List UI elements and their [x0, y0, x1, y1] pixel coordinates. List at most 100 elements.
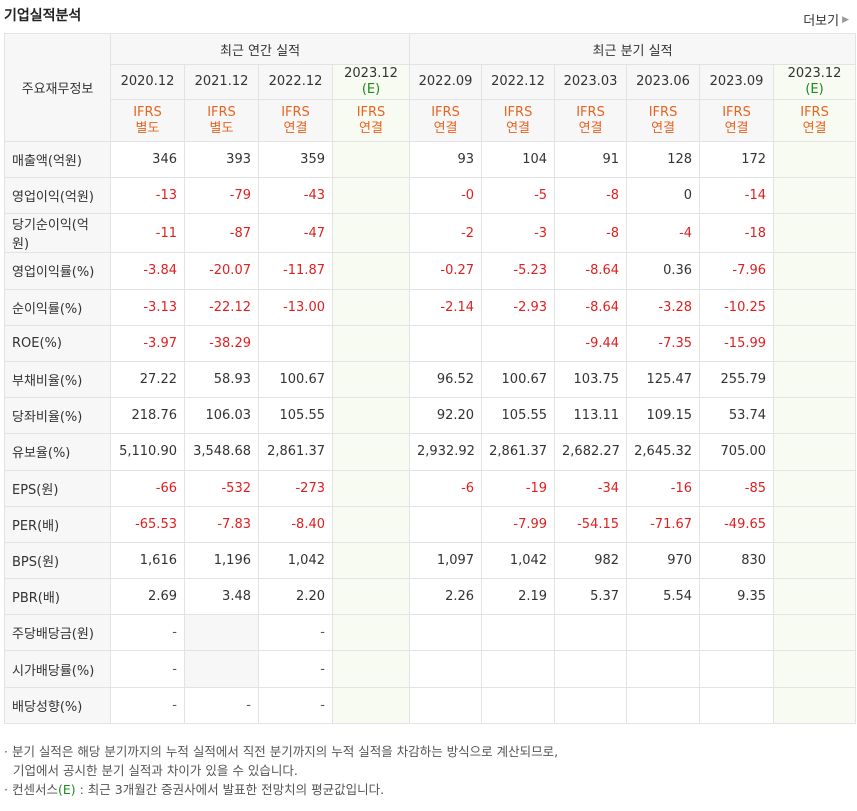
table-cell: 2.20: [258, 578, 333, 616]
note-2: 기업에서 공시한 분기 실적과 차이가 있을 수 있습니다.: [13, 763, 298, 778]
table-cell: 1,616: [110, 541, 185, 580]
table-cell: [331, 397, 411, 435]
table-cell: [331, 686, 411, 724]
basis-label: 별도: [209, 120, 234, 136]
table-row: ROE(%) -3.97 -38.29 -9.44 -7.35 -15.99: [4, 324, 857, 362]
row-label: 부채비율(%): [4, 360, 111, 399]
table-row: 영업이익률(%) -3.84 -20.07 -11.87 -0.27 -5.23 -8.64…: [4, 252, 857, 290]
basis-label: 연결: [283, 120, 308, 136]
table-cell: -49.65: [699, 505, 775, 543]
table-cell: 91: [554, 140, 628, 179]
table-cell: 106.03: [184, 397, 259, 435]
table-cell: [409, 324, 483, 362]
table-cell: 5.54: [626, 578, 701, 616]
table-cell: -3.84: [110, 252, 185, 290]
table-cell: [554, 686, 628, 724]
more-link[interactable]: 더보기 ▶: [803, 10, 849, 29]
table-cell: [331, 469, 411, 507]
table-cell: -: [258, 686, 333, 724]
period-label: 2022.09: [418, 74, 473, 89]
table-row: 순이익률(%) -3.13 -22.12 -13.00 -2.14 -2.93 -8.64-…: [4, 288, 857, 326]
ifrs-label: IFRS: [800, 104, 829, 120]
table-cell: [626, 614, 701, 652]
table-cell: [409, 614, 483, 652]
table-cell: [773, 397, 857, 435]
period-label: 2020.12: [120, 74, 175, 89]
table-cell: 103.75: [554, 360, 628, 399]
table-cell: [699, 614, 775, 652]
table-cell: 105.55: [481, 397, 556, 435]
ifrs-label: IFRS: [356, 104, 386, 120]
table-cell: -34: [554, 469, 628, 507]
table-cell: 255.79: [699, 360, 775, 399]
period-header: 2022.12: [481, 64, 556, 100]
table-cell: 2,645.32: [626, 433, 701, 471]
table-row: 영업이익(억원) -13 -79 -43 -0 -5 -8 0 -14: [4, 177, 857, 215]
accounting-basis: IFRS 연결: [409, 99, 483, 142]
accounting-basis: IFRS 연결: [699, 99, 775, 142]
note-3: · 컨센서스(E) : 최근 3개월간 증권사에서 발표한 전망치의 평균값입니…: [4, 782, 385, 797]
table-cell: 359: [258, 140, 333, 179]
table-cell: [331, 177, 411, 215]
period-label: 2021.12: [194, 74, 249, 89]
table-cell: 93: [409, 140, 483, 179]
table-cell: 2.26: [409, 578, 483, 616]
table-cell: 3.48: [184, 578, 259, 616]
more-label: 더보기: [803, 14, 840, 29]
quarter-header: 최근 분기 실적: [409, 33, 857, 65]
table-row: 유보율(%) 5,110.90 3,548.68 2,861.37 2,932.92 2,…: [4, 433, 857, 471]
table-cell: [184, 614, 259, 652]
table-row: PBR(배) 2.69 3.48 2.20 2.26 2.19 5.37 5.54 9.35: [4, 578, 857, 616]
period-header: 2022.12: [258, 64, 333, 100]
basis-label: 연결: [578, 120, 603, 136]
accounting-basis: IFRS 별도: [184, 99, 259, 142]
basis-label: 연결: [802, 120, 827, 136]
table-cell: -85: [699, 469, 775, 507]
table-cell: [773, 177, 857, 215]
notes: · 분기 실적은 해당 분기까지의 누적 실적에서 직전 분기까지의 누적 실적…: [4, 742, 558, 799]
table-cell: [773, 578, 857, 616]
accounting-basis: IFRS 연결: [773, 99, 857, 142]
table-cell: [409, 505, 483, 543]
table-cell: -38.29: [184, 324, 259, 362]
estimate-label: (E): [805, 82, 824, 97]
table-cell: [331, 614, 411, 652]
table-cell: [331, 140, 411, 179]
period-header: 2022.09: [409, 64, 483, 100]
basis-label: 연결: [506, 120, 530, 136]
table-cell: -18: [699, 213, 775, 254]
table-cell: -11: [110, 213, 185, 254]
table-cell: -8.40: [258, 505, 333, 543]
table-cell: -9.44: [554, 324, 628, 362]
basis-label: 연결: [359, 120, 383, 136]
table-cell: -: [110, 686, 185, 724]
table-cell: -5.23: [481, 252, 556, 290]
table-cell: -6: [409, 469, 483, 507]
period-header: 2021.12: [184, 64, 259, 100]
table-cell: -3.13: [110, 288, 185, 326]
period-label: 2022.12: [491, 74, 545, 89]
table-cell: -8.64: [554, 252, 628, 290]
accounting-basis: IFRS 연결: [554, 99, 628, 142]
table-cell: -16: [626, 469, 701, 507]
table-cell: -5: [481, 177, 556, 215]
table-cell: 27.22: [110, 360, 185, 399]
table-cell: [699, 686, 775, 724]
table-cell: -13: [110, 177, 185, 215]
section-title: 기업실적분석: [4, 8, 82, 24]
row-label: 영업이익(억원): [4, 177, 111, 215]
table-cell: -15.99: [699, 324, 775, 362]
table-row: BPS(원) 1,616 1,196 1,042 1,097 1,042 982 970 830: [4, 541, 857, 580]
table-row: 배당성향(%) - - -: [4, 686, 857, 724]
table-cell: [331, 252, 411, 290]
table-cell: [481, 650, 556, 688]
table-cell: 105.55: [258, 397, 333, 435]
period-header: 2023.12 (E): [331, 64, 411, 100]
table-cell: [773, 433, 857, 471]
table-cell: 0: [626, 177, 701, 215]
table-cell: [773, 324, 857, 362]
table-cell: [258, 324, 333, 362]
row-header-label: 주요재무정보: [4, 33, 111, 142]
basis-label: 연결: [433, 120, 458, 136]
table-cell: -20.07: [184, 252, 259, 290]
